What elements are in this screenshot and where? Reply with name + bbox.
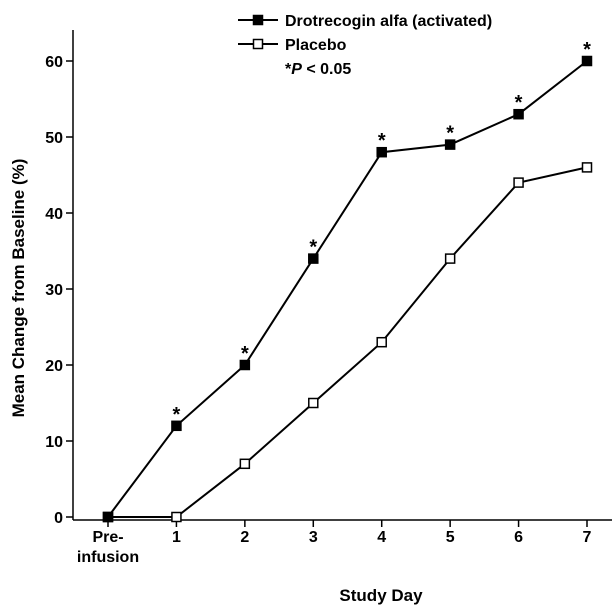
- legend: Drotrecogin alfa (activated) Placebo *P …: [238, 13, 492, 78]
- x-axis-title: Study Day: [339, 586, 423, 605]
- x-tick-label: 1: [172, 529, 181, 546]
- data-point-placebo: [376, 336, 387, 348]
- data-point-drotrecogin: [513, 108, 524, 120]
- significance-star: *: [285, 61, 292, 78]
- significance-star-marker: *: [446, 123, 454, 145]
- legend-significance-note: *P < 0.05: [285, 61, 351, 78]
- y-tick-label: 10: [45, 434, 63, 451]
- significance-threshold: < 0.05: [302, 61, 351, 78]
- data-point-placebo: [581, 162, 593, 173]
- x-tick-label: 6: [514, 529, 523, 546]
- significance-star-marker: *: [173, 404, 181, 426]
- axes: [72, 30, 612, 521]
- series-layer: * * * * * * *: [102, 39, 593, 523]
- x-tick-label: 4: [377, 529, 386, 546]
- y-tick-label: 50: [45, 130, 63, 147]
- legend-drotrecogin-label: Drotrecogin alfa (activated): [285, 13, 492, 30]
- data-point-drotrecogin: [376, 146, 387, 158]
- x-tick-label: 2: [240, 529, 249, 546]
- data-point-placebo: [444, 253, 456, 264]
- data-point-placebo: [171, 511, 182, 523]
- significance-star-marker: *: [378, 130, 386, 152]
- data-point-drotrecogin: [444, 139, 456, 150]
- data-point-drotrecogin: [102, 511, 114, 523]
- significance-p: P: [291, 61, 302, 78]
- data-point-drotrecogin: [308, 253, 319, 264]
- legend-placebo-label: Placebo: [285, 37, 347, 54]
- data-point-placebo: [513, 177, 524, 188]
- series-line-placebo: [108, 166, 588, 518]
- significance-star-marker: *: [309, 237, 317, 259]
- data-point-drotrecogin: [239, 359, 251, 371]
- significance-star-marker: *: [515, 92, 523, 114]
- y-tick-label: 40: [45, 206, 63, 223]
- y-tick-label: 60: [45, 54, 63, 71]
- y-axis-title: Mean Change from Baseline (%): [9, 159, 28, 418]
- series-line-drotrecogin: [107, 60, 588, 518]
- data-point-drotrecogin: [581, 55, 593, 67]
- x-ticks: Pre-infusion 1 2 3 4 5 6 7: [77, 520, 592, 566]
- y-tick-label: 20: [45, 358, 63, 375]
- x-tick-label: 5: [446, 529, 455, 546]
- x-tick-label: 7: [583, 529, 592, 546]
- y-tick-label: 30: [45, 282, 63, 299]
- x-tick-label: 3: [309, 529, 318, 546]
- significance-star-marker: *: [241, 343, 249, 365]
- y-ticks: 0 10 20 30 40 50 60: [45, 54, 73, 527]
- significance-star-marker: *: [583, 39, 591, 61]
- y-tick-label: 0: [54, 510, 63, 527]
- x-tick-label: Pre-infusion: [77, 529, 139, 566]
- legend-drotrecogin-marker: [252, 14, 264, 26]
- data-point-drotrecogin: [171, 420, 182, 432]
- legend-placebo-marker: [252, 38, 264, 50]
- data-point-placebo: [308, 397, 319, 409]
- data-point-placebo: [239, 458, 251, 470]
